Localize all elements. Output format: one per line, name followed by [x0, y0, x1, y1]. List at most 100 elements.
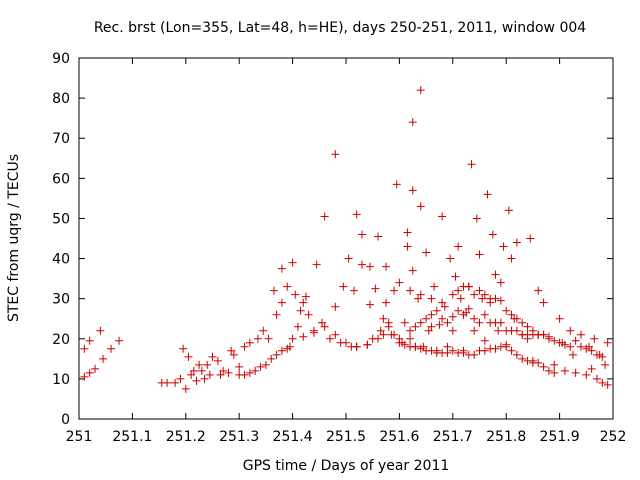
data-point — [430, 282, 439, 291]
data-point — [470, 290, 479, 299]
data-point — [85, 368, 94, 377]
data-point — [179, 344, 188, 353]
data-point — [534, 358, 543, 367]
data-point — [382, 298, 391, 307]
y-tick-label: 60 — [52, 171, 70, 187]
data-point — [491, 344, 500, 353]
data-point — [296, 306, 305, 315]
plot-frame — [78, 57, 614, 420]
chart-title: Rec. brst (Lon=355, Lat=48, h=HE), days … — [94, 20, 586, 36]
data-point — [184, 352, 193, 361]
data-point — [539, 362, 548, 371]
data-point — [491, 294, 500, 303]
data-point — [269, 286, 278, 295]
data-point — [496, 342, 505, 351]
data-point — [416, 202, 425, 211]
data-point — [480, 290, 489, 299]
data-point — [416, 344, 425, 353]
data-point — [107, 344, 116, 353]
data-point — [200, 374, 209, 383]
data-point — [507, 254, 516, 263]
x-tick-label: 251.9 — [540, 429, 580, 445]
data-point — [571, 336, 580, 345]
data-point — [411, 322, 420, 331]
data-point — [85, 336, 94, 345]
data-point — [115, 336, 124, 345]
x-tick-label: 252 — [600, 429, 627, 445]
data-point — [192, 376, 201, 385]
data-point — [80, 344, 89, 353]
data-point — [600, 360, 609, 369]
data-point — [582, 344, 591, 353]
y-tick-label: 40 — [52, 252, 70, 268]
data-point — [480, 346, 489, 355]
data-point — [432, 306, 441, 315]
x-tick-label: 251.8 — [486, 429, 526, 445]
data-point — [411, 342, 420, 351]
data-point — [598, 378, 607, 387]
data-point — [395, 278, 404, 287]
data-point — [566, 326, 575, 335]
data-point — [392, 180, 401, 189]
data-point — [598, 352, 607, 361]
data-point — [366, 300, 375, 309]
x-tick-label: 251.2 — [166, 429, 206, 445]
data-point — [299, 332, 308, 341]
data-point — [245, 368, 254, 377]
data-points — [80, 86, 612, 393]
data-point — [440, 302, 449, 311]
data-point — [496, 296, 505, 305]
data-point — [331, 330, 340, 339]
data-point — [571, 368, 580, 377]
data-point — [454, 286, 463, 295]
data-point — [403, 242, 412, 251]
data-point — [424, 326, 433, 335]
data-point — [502, 340, 511, 349]
data-point — [320, 322, 329, 331]
data-point — [512, 326, 521, 335]
data-point — [293, 322, 302, 331]
data-point — [99, 354, 108, 363]
data-point — [438, 212, 447, 221]
axis-ticks: 251 251.1 251.2 251.3 251.4 251.5 251.6 251.7 25… — [52, 51, 626, 445]
data-point — [544, 334, 553, 343]
data-point — [163, 378, 172, 387]
data-point — [390, 330, 399, 339]
data-point — [339, 282, 348, 291]
data-point — [555, 338, 564, 347]
data-point — [299, 298, 308, 307]
data-point — [344, 254, 353, 263]
data-point — [195, 360, 204, 369]
data-point — [251, 366, 260, 375]
x-tick-label: 251 — [66, 429, 93, 445]
data-point — [491, 270, 500, 279]
data-point — [512, 350, 521, 359]
data-point — [566, 342, 575, 351]
data-point — [261, 360, 270, 369]
data-point — [464, 304, 473, 313]
data-point — [518, 354, 527, 363]
data-point — [451, 272, 460, 281]
data-point — [443, 348, 452, 357]
data-point — [454, 306, 463, 315]
data-point — [454, 242, 463, 251]
data-point — [592, 374, 601, 383]
y-tick-label: 0 — [61, 412, 70, 428]
data-point — [555, 314, 564, 323]
data-point — [253, 334, 262, 343]
data-point — [416, 290, 425, 299]
data-point — [422, 248, 431, 257]
x-tick-label: 251.1 — [112, 429, 152, 445]
data-point — [256, 362, 265, 371]
data-point — [590, 334, 599, 343]
data-point — [459, 348, 468, 357]
data-point — [406, 334, 415, 343]
x-tick-label: 251.4 — [273, 429, 313, 445]
data-point — [382, 262, 391, 271]
data-point — [277, 264, 286, 273]
data-point — [560, 340, 569, 349]
data-point — [528, 326, 537, 335]
data-point — [91, 364, 100, 373]
data-point — [264, 334, 273, 343]
data-point — [472, 214, 481, 223]
